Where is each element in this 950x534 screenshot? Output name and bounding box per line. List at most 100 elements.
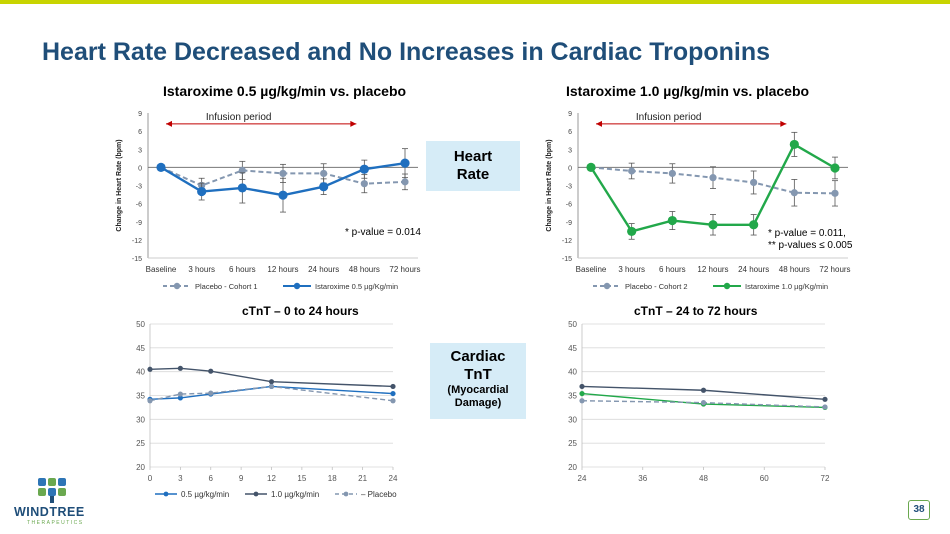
y-tick-label: 20	[568, 463, 577, 472]
data-point	[831, 189, 839, 197]
x-tick-label: 72	[821, 474, 830, 483]
data-point	[700, 400, 707, 406]
x-tick-label: 72 hours	[819, 265, 850, 274]
data-point	[147, 366, 153, 372]
x-tick-label: 48 hours	[349, 265, 380, 274]
legend-label: – Placebo	[361, 490, 397, 499]
arrow-head-left	[596, 120, 602, 127]
x-tick-label: 3 hours	[188, 265, 215, 274]
legend-marker	[603, 282, 611, 290]
y-tick-label: -6	[566, 202, 572, 209]
pvalue-text: * p-value = 0.011,	[768, 228, 846, 239]
logo-subtext: THERAPEUTICS	[27, 520, 84, 526]
data-point	[278, 190, 288, 200]
y-tick-label: 40	[568, 368, 577, 377]
x-tick-label: Baseline	[576, 265, 607, 274]
pvalue-text: ** p-values ≤ 0.005	[768, 240, 853, 251]
data-point	[390, 383, 396, 390]
page-number: 38	[908, 500, 930, 520]
data-point	[586, 162, 596, 172]
x-tick-label: 72 hours	[389, 265, 420, 274]
y-tick-label: 20	[136, 463, 145, 472]
legend-marker	[343, 491, 349, 497]
y-tick-label: 30	[136, 415, 145, 424]
top-accent-bar	[0, 0, 950, 4]
y-tick-label: 40	[136, 368, 145, 377]
chart-title-hr1: Istaroxime 0.5 µg/kg/min vs. placebo	[163, 83, 407, 99]
y-tick-label: -15	[132, 256, 142, 263]
arrow-head-right	[780, 120, 787, 127]
infusion-label: Infusion period	[206, 112, 272, 123]
x-tick-label: 48	[699, 474, 708, 483]
logo-wordmark: WINDTREE	[14, 505, 85, 519]
legend-marker	[163, 491, 169, 497]
data-point	[390, 390, 396, 397]
data-point	[579, 390, 585, 397]
arrow-head-left	[166, 120, 172, 127]
y-tick-label: 25	[568, 439, 577, 448]
y-tick-label: 30	[568, 415, 577, 424]
y-tick-label: 35	[136, 392, 145, 401]
data-point	[197, 186, 207, 197]
x-tick-label: 60	[760, 474, 769, 483]
legend-marker	[293, 282, 301, 290]
y-tick-label: -3	[566, 184, 572, 191]
chart-title-hr2: Istaroxime 1.0 µg/kg/min vs. placebo	[566, 83, 810, 99]
legend-label: 1.0 µg/kg/min	[271, 490, 319, 499]
x-tick-label: 15	[297, 474, 306, 483]
y-tick-label: -6	[136, 202, 142, 209]
data-point	[208, 368, 214, 374]
data-point	[320, 169, 328, 178]
data-point	[156, 162, 166, 172]
box-text: Rate	[456, 166, 490, 183]
data-point	[237, 183, 247, 193]
chart-title-tnt2: cTnT – 24 to 72 hours	[634, 304, 758, 318]
infusion-label: Infusion period	[636, 112, 702, 123]
legend-marker	[253, 491, 259, 497]
y-tick-label: -15	[562, 256, 572, 263]
y-tick-label: 6	[138, 129, 142, 136]
y-axis-label: Change in Heart Rate (bpm)	[546, 139, 553, 231]
data-point	[700, 387, 707, 393]
data-point	[822, 396, 828, 402]
legend-label: 0.5 µg/kg/min	[181, 490, 229, 499]
x-tick-label: 6	[209, 474, 214, 483]
page-title: Heart Rate Decreased and No Increases in…	[42, 38, 771, 66]
data-point	[360, 180, 368, 188]
windtree-logo-icon	[38, 478, 66, 503]
y-tick-label: 45	[568, 344, 577, 353]
x-tick-label: 18	[328, 474, 337, 483]
data-point	[268, 383, 275, 390]
x-tick-label: 48 hours	[779, 265, 810, 274]
x-tick-label: Baseline	[146, 265, 177, 274]
box-text: Heart	[453, 148, 493, 165]
data-point	[789, 139, 799, 150]
data-point	[822, 404, 828, 410]
legend-label: Istaroxime 1.0 µg/Kg/min	[745, 282, 828, 291]
y-tick-label: 25	[136, 439, 145, 448]
x-tick-label: 21	[358, 474, 367, 483]
box-text: Cardiac	[450, 348, 506, 365]
data-point	[279, 169, 287, 178]
cardiac-tnt-label-box: Cardiac TnT (Myocardial Damage)	[430, 343, 526, 419]
x-tick-label: 9	[239, 474, 244, 483]
x-tick-label: 6 hours	[229, 265, 256, 274]
data-point	[749, 220, 759, 230]
y-tick-label: 50	[136, 320, 145, 329]
box-text: (Myocardial	[447, 384, 509, 396]
x-tick-label: 24	[389, 474, 398, 483]
y-tick-label: 35	[568, 392, 577, 401]
arrow-head-right	[350, 120, 357, 127]
data-point	[709, 174, 717, 182]
data-point	[208, 390, 214, 396]
y-tick-label: 50	[568, 320, 577, 329]
box-text: TnT	[464, 366, 492, 383]
y-tick-label: -12	[132, 238, 142, 245]
data-point	[667, 215, 677, 226]
y-tick-label: 9	[568, 111, 572, 118]
x-tick-label: 24 hours	[738, 265, 769, 274]
data-point	[579, 383, 585, 390]
y-tick-label: 0	[138, 165, 142, 172]
pvalue-note-1: * p-value = 0.014	[345, 227, 421, 239]
pvalue-note-2: * p-value = 0.011, ** p-values ≤ 0.005	[768, 228, 853, 252]
